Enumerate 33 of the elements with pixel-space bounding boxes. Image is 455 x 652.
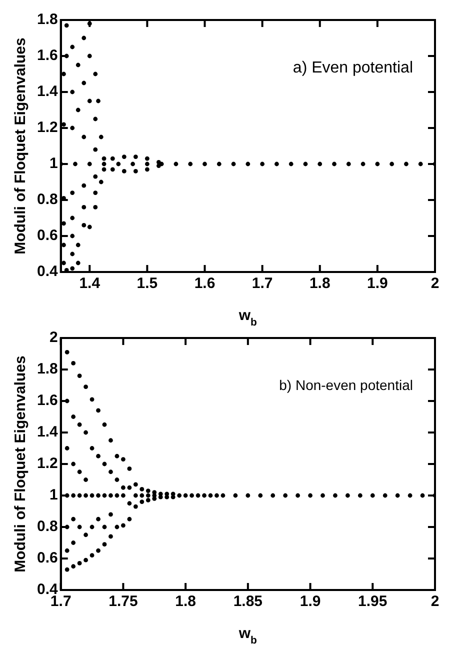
y-tick-label: 1.6	[36, 47, 58, 64]
y-tick-label: 2	[50, 329, 58, 346]
x-tick-label: 2	[430, 275, 440, 292]
y-tick-label: 0.8	[36, 518, 58, 536]
x-tick-label: 1.4	[79, 275, 101, 292]
y-tick-label: 1.6	[36, 392, 58, 410]
x-tick-label: 1.9	[300, 593, 321, 610]
annotation: a) Even potential	[292, 59, 413, 76]
y-tick-label: 1	[50, 155, 58, 172]
x-tick-label: 1.75	[108, 593, 138, 610]
y-tick-label: 0.4	[36, 263, 58, 280]
y-tick-label: 1.4	[36, 424, 58, 441]
x-tick-label: 1.85	[233, 593, 263, 610]
y-tick-label: 1.8	[36, 360, 58, 378]
y-tick-label: 1.2	[36, 455, 58, 472]
y-tick-label: 1	[50, 486, 58, 504]
y-tick-label: 1.2	[36, 119, 58, 136]
y-tick-label: 1.8	[36, 11, 58, 28]
x-tick-label: 1.8	[175, 593, 196, 610]
x-tick-label: 1.7	[252, 275, 273, 292]
x-tick-label: 1.5	[136, 275, 158, 292]
x-tick-label: 1.8	[309, 275, 330, 292]
y-tick-label: 0.8	[36, 191, 58, 208]
x-tick-label: 1.9	[367, 275, 388, 292]
x-tick-label: 2	[430, 593, 440, 610]
y-tick-label: 0.6	[36, 550, 58, 567]
y-tick-label: 0.6	[36, 227, 58, 244]
annotation: b) Non-even potential	[279, 376, 413, 393]
y-axis-title: Moduli of Floquet Eigenvalues	[12, 38, 30, 254]
y-tick-label: 1.4	[36, 83, 58, 100]
x-tick-label: 1.95	[358, 593, 388, 610]
x-tick-label: 1.6	[194, 275, 216, 292]
y-axis-title: Moduli of Floquet Eigenvalues	[12, 356, 30, 572]
